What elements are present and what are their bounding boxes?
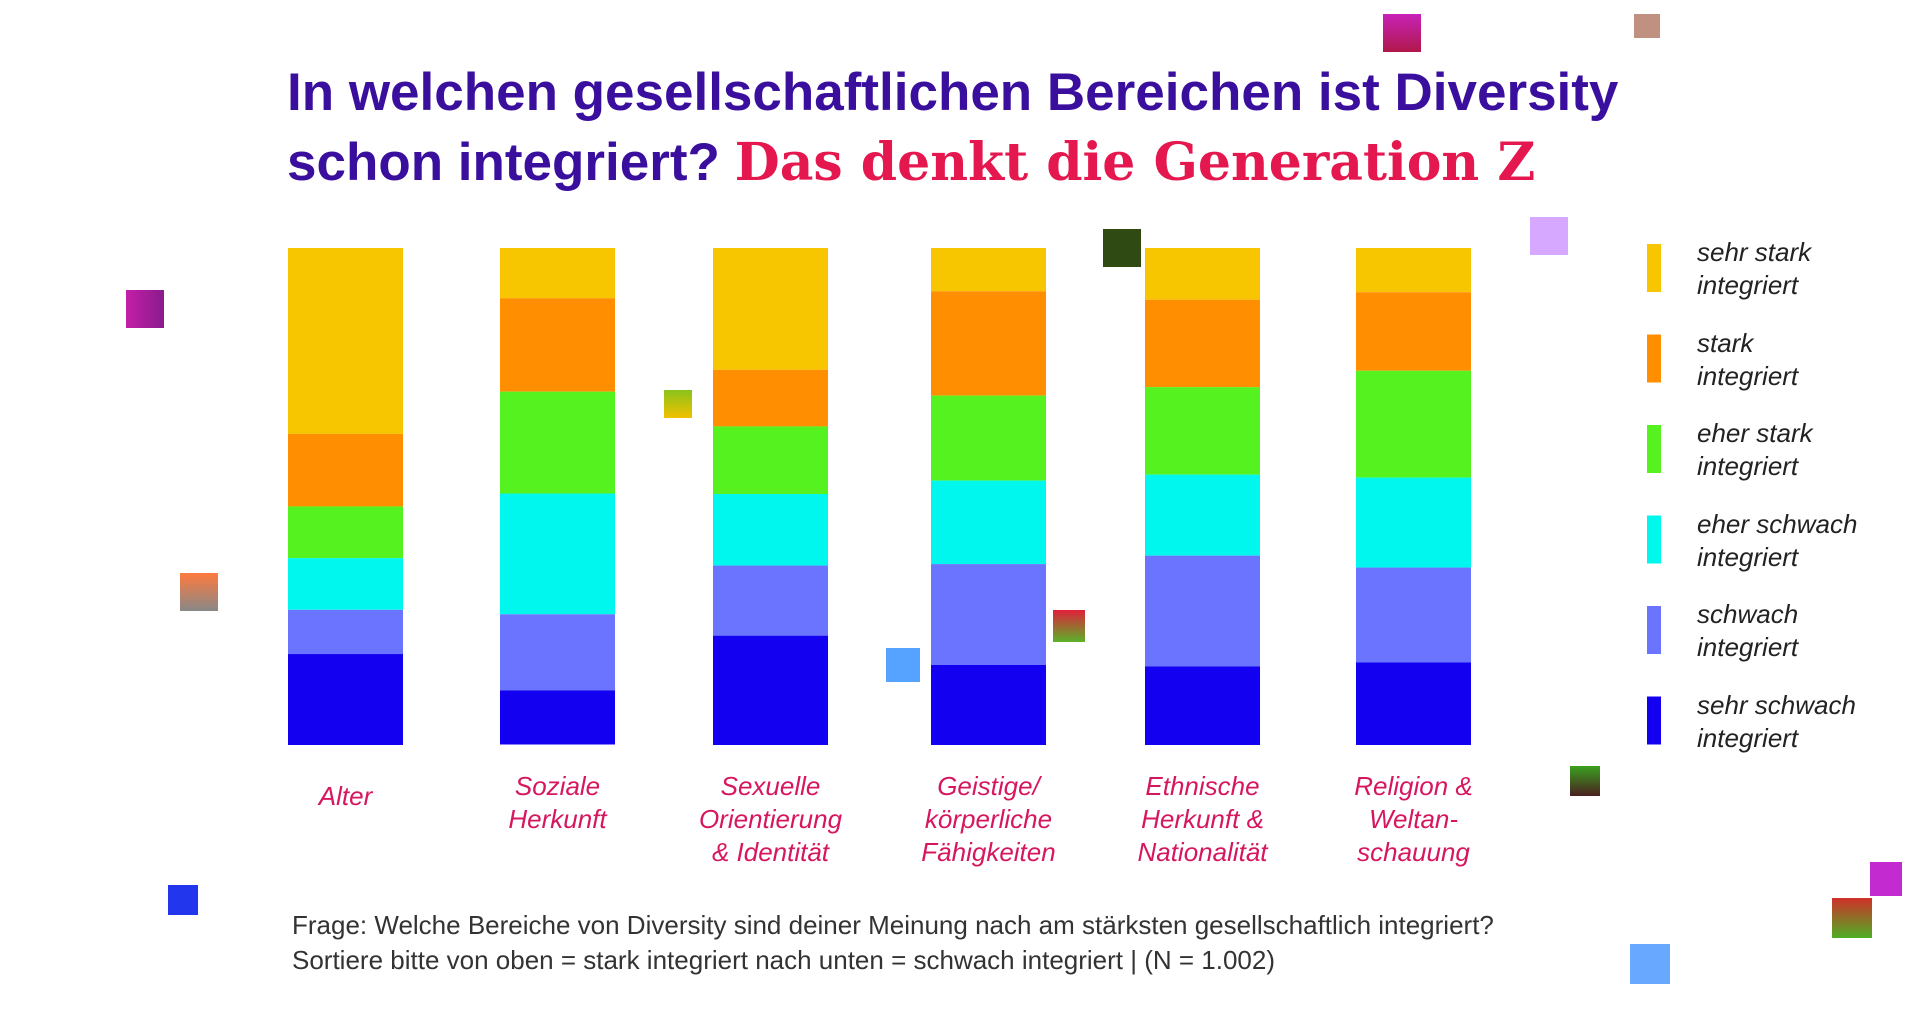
x-tick-label: Ethnische Herkunft & Nationalität xyxy=(1137,771,1268,867)
decoration xyxy=(1630,944,1670,984)
bar-segment xyxy=(713,248,828,370)
legend-label: sehr stark integriert xyxy=(1697,237,1812,300)
bar-segment xyxy=(500,248,615,299)
decoration xyxy=(1053,610,1085,642)
decoration xyxy=(886,648,920,682)
decoration xyxy=(1570,766,1600,796)
bar-segment xyxy=(931,291,1046,396)
bar-segment xyxy=(500,493,615,615)
x-tick-label: Religion & Weltan- schauung xyxy=(1354,771,1473,867)
x-tick-label: Alter xyxy=(318,781,373,811)
decoration xyxy=(126,290,164,328)
bar-segment xyxy=(288,433,403,507)
chart-title-block: In welchen gesellschaftlichen Bereichen … xyxy=(287,58,1787,198)
bar-segment xyxy=(931,664,1046,745)
x-tick-label: Sexuelle Orientierung & Identität xyxy=(698,771,843,867)
bar-segment xyxy=(1145,474,1260,556)
bar-segment xyxy=(500,614,615,691)
footnote: Frage: Welche Bereiche von Diversity sin… xyxy=(292,910,1494,940)
legend-swatch xyxy=(1647,606,1661,654)
bar-segment xyxy=(500,690,615,745)
legend-label: eher stark integriert xyxy=(1697,418,1813,481)
legend-swatch xyxy=(1647,425,1661,473)
bar-segment xyxy=(1356,477,1471,568)
decoration xyxy=(1870,862,1902,896)
bar-segment xyxy=(288,506,403,559)
legend-label: stark integriert xyxy=(1697,327,1799,391)
legend-label: eher schwach integriert xyxy=(1697,508,1858,572)
decoration xyxy=(168,885,198,915)
legend-swatch xyxy=(1647,515,1661,564)
decoration xyxy=(664,390,692,418)
decoration xyxy=(1634,14,1660,38)
bar-segment xyxy=(1356,248,1471,293)
chart-title: In welchen gesellschaftlichen Bereichen … xyxy=(287,63,1619,192)
bar-segment xyxy=(288,609,403,655)
bar-segment xyxy=(288,654,403,745)
bar-segment xyxy=(500,298,615,392)
bar-segment xyxy=(1356,567,1471,663)
bar-segment xyxy=(1145,248,1260,300)
decoration xyxy=(1383,14,1421,52)
x-tick-label: Geistige/ körperliche Fähigkeiten xyxy=(921,771,1056,867)
bar-segment xyxy=(713,426,828,495)
decoration xyxy=(1832,898,1872,938)
bar-segment xyxy=(1145,299,1260,388)
bar-segment xyxy=(1145,555,1260,667)
bar-segment xyxy=(500,391,615,494)
decoration xyxy=(180,573,218,611)
legend-label: sehr schwach integriert xyxy=(1697,689,1856,753)
footnote: Sortiere bitte von oben = stark integrie… xyxy=(292,945,1276,975)
bar-segment xyxy=(288,558,403,610)
bar-segment xyxy=(931,564,1046,665)
chart-subtitle: Das denkt die Generation Z xyxy=(734,132,1536,193)
decoration xyxy=(1103,229,1141,267)
bar-segment xyxy=(931,248,1046,292)
bar-segment xyxy=(288,248,403,434)
bar-segment xyxy=(1145,387,1260,475)
x-tick-label: Soziale Herkunft xyxy=(508,771,607,834)
bar-segment xyxy=(931,480,1046,565)
bar-segment xyxy=(1356,370,1471,478)
bar-segment xyxy=(713,494,828,566)
legend-swatch xyxy=(1647,244,1661,292)
decoration xyxy=(1530,217,1568,255)
bar-segment xyxy=(1356,292,1471,371)
legend-swatch xyxy=(1647,696,1661,745)
legend-label: schwach integriert xyxy=(1697,599,1799,662)
bar-segment xyxy=(931,395,1046,481)
bar-segment xyxy=(1356,662,1471,745)
bar-segment xyxy=(713,369,828,427)
bar-segment xyxy=(713,635,828,745)
bar-segment xyxy=(1145,666,1260,745)
bar-segment xyxy=(713,565,828,636)
legend-swatch xyxy=(1647,334,1661,383)
